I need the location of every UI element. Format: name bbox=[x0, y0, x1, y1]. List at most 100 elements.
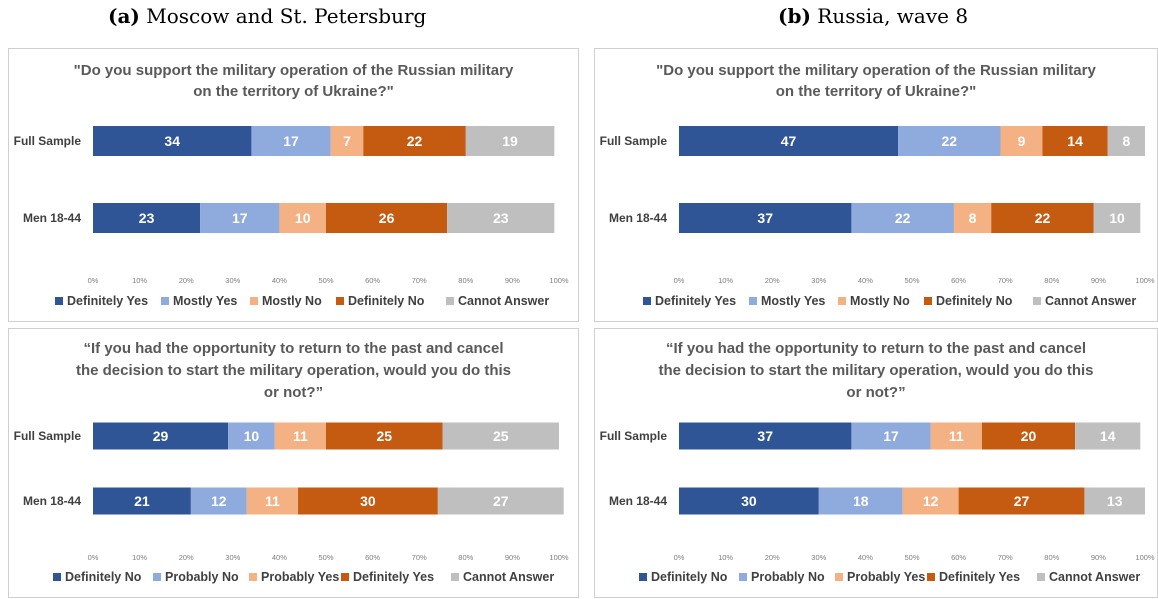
category-label: Men 18-44 bbox=[23, 211, 81, 225]
legend-label: Definitely No bbox=[348, 294, 425, 308]
data-label: 12 bbox=[211, 493, 227, 509]
data-label: 37 bbox=[757, 428, 773, 444]
chart-svg: "Do you support the military operation o… bbox=[14, 62, 569, 308]
data-label: 34 bbox=[164, 133, 180, 149]
bar-segment bbox=[437, 487, 564, 515]
data-label: 29 bbox=[153, 428, 169, 444]
data-label: 13 bbox=[1107, 493, 1123, 509]
data-label: 22 bbox=[895, 210, 911, 226]
x-tick-label: 20% bbox=[179, 553, 194, 562]
legend-swatch bbox=[451, 573, 459, 581]
data-label: 22 bbox=[1035, 210, 1051, 226]
bar-segment bbox=[326, 422, 443, 450]
caption-b: (b) Russia, wave 8 bbox=[778, 4, 968, 28]
data-label: 26 bbox=[379, 210, 395, 226]
chart-title-line: on the territory of Ukraine?" bbox=[776, 83, 976, 100]
legend-label: Cannot Answer bbox=[458, 294, 549, 308]
category-label: Full Sample bbox=[14, 429, 82, 443]
caption-a-text: Moscow and St. Petersburg bbox=[146, 4, 427, 28]
bar-segment bbox=[851, 422, 931, 450]
data-label: 30 bbox=[741, 493, 757, 509]
data-label: 14 bbox=[1067, 133, 1083, 149]
data-label: 25 bbox=[493, 428, 509, 444]
legend-swatch bbox=[643, 297, 651, 305]
bar-segment bbox=[93, 487, 191, 515]
chart-title-line: the decision to start the military opera… bbox=[658, 362, 1093, 379]
x-tick-label: 100% bbox=[1135, 276, 1155, 285]
x-tick-label: 80% bbox=[458, 276, 473, 285]
x-tick-label: 30% bbox=[811, 553, 826, 562]
x-tick-label: 50% bbox=[318, 553, 333, 562]
bar-segment bbox=[818, 487, 903, 515]
bar-segment bbox=[958, 487, 1085, 515]
x-tick-label: 60% bbox=[951, 276, 966, 285]
x-tick-label: 20% bbox=[179, 276, 194, 285]
x-tick-label: 90% bbox=[1091, 553, 1106, 562]
category-label: Men 18-44 bbox=[609, 494, 667, 508]
data-label: 14 bbox=[1100, 428, 1116, 444]
x-tick-label: 60% bbox=[365, 276, 380, 285]
legend-label: Probably Yes bbox=[847, 570, 925, 584]
bar-segment bbox=[190, 487, 247, 515]
chart-title-line: "Do you support the military operation o… bbox=[656, 62, 1096, 79]
chart-title-line: "Do you support the military operation o… bbox=[74, 62, 514, 79]
legend-swatch bbox=[161, 297, 169, 305]
legend-swatch bbox=[53, 573, 61, 581]
bar-segment bbox=[991, 203, 1094, 233]
data-label: 27 bbox=[1014, 493, 1030, 509]
data-label: 22 bbox=[941, 133, 957, 149]
bar-segment bbox=[898, 126, 1001, 156]
legend-label: Definitely Yes bbox=[655, 294, 736, 308]
legend-label: Definitely No bbox=[651, 570, 728, 584]
legend-swatch bbox=[446, 297, 454, 305]
data-label: 11 bbox=[293, 428, 308, 444]
legend-swatch bbox=[927, 573, 935, 581]
legend-swatch bbox=[749, 297, 757, 305]
x-tick-label: 0% bbox=[88, 553, 99, 562]
bar-segment bbox=[902, 487, 959, 515]
legend-swatch bbox=[639, 573, 647, 581]
bar-segment bbox=[251, 126, 331, 156]
bar-segment bbox=[679, 203, 852, 233]
chart-title-line: or not?” bbox=[264, 384, 323, 401]
x-tick-label: 10% bbox=[718, 276, 733, 285]
legend-swatch bbox=[1037, 573, 1045, 581]
data-label: 11 bbox=[265, 493, 280, 509]
x-tick-label: 10% bbox=[132, 276, 147, 285]
x-tick-label: 50% bbox=[904, 276, 919, 285]
bar-segment bbox=[93, 203, 201, 233]
x-tick-label: 10% bbox=[718, 553, 733, 562]
category-label: Men 18-44 bbox=[609, 211, 667, 225]
chart-title-line: the decision to start the military opera… bbox=[76, 362, 511, 379]
caption-b-tag: (b) bbox=[778, 4, 811, 28]
chart-panel-b-bottom: “If you had the opportunity to return to… bbox=[594, 328, 1158, 598]
legend-label: Cannot Answer bbox=[463, 570, 554, 584]
bar-segment bbox=[93, 422, 229, 450]
x-tick-label: 40% bbox=[272, 276, 287, 285]
chart-title-line: on the territory of Ukraine?" bbox=[193, 83, 393, 100]
legend-label: Cannot Answer bbox=[1049, 570, 1140, 584]
x-tick-label: 40% bbox=[858, 553, 873, 562]
x-tick-label: 60% bbox=[951, 553, 966, 562]
chart-title-line: “If you had the opportunity to return to… bbox=[83, 340, 503, 357]
bar-segment bbox=[330, 126, 364, 156]
bar-segment bbox=[1042, 126, 1108, 156]
bar-segment bbox=[930, 422, 982, 450]
data-label: 8 bbox=[969, 210, 977, 226]
x-tick-label: 60% bbox=[365, 553, 380, 562]
bar-segment bbox=[981, 422, 1076, 450]
x-tick-label: 50% bbox=[318, 276, 333, 285]
legend-label: Probably Yes bbox=[261, 570, 339, 584]
bar-segment bbox=[465, 126, 555, 156]
chart-svg: “If you had the opportunity to return to… bbox=[600, 340, 1155, 584]
x-tick-label: 90% bbox=[505, 553, 520, 562]
legend-label: Definitely No bbox=[65, 570, 142, 584]
x-tick-label: 100% bbox=[549, 553, 569, 562]
x-tick-label: 30% bbox=[225, 276, 240, 285]
bar-segment bbox=[200, 203, 280, 233]
x-tick-label: 80% bbox=[458, 553, 473, 562]
x-tick-label: 70% bbox=[412, 553, 427, 562]
bar-segment bbox=[953, 203, 992, 233]
category-label: Full Sample bbox=[14, 134, 82, 148]
bar-segment bbox=[1107, 126, 1145, 156]
